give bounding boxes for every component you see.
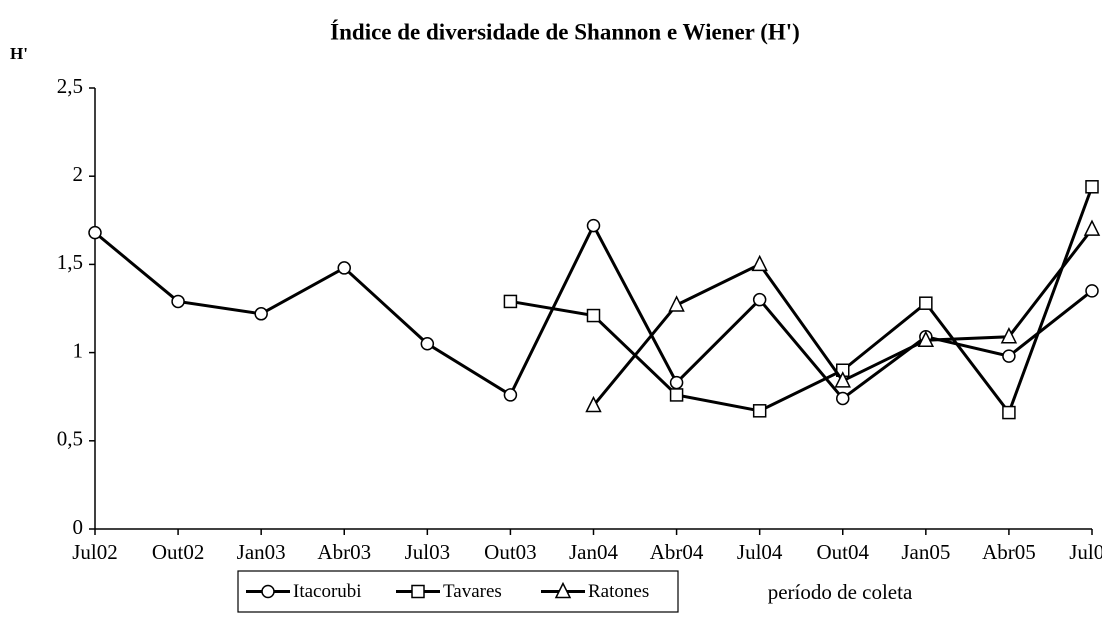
legend-label: Tavares [443,581,502,602]
legend-marker [554,581,572,599]
data-point [503,294,518,309]
legend-label: Ratones [588,581,649,602]
x-tick-label: Jan03 [237,540,286,564]
x-tick-label: Out03 [484,540,537,564]
data-point [254,307,268,321]
x-tick-label: Jul02 [72,540,118,564]
series-line [510,186,1094,416]
data-point [1083,219,1101,236]
x-tick-label: Out02 [152,540,205,564]
x-tick-label: Jul05 [1069,540,1102,564]
x-axis-label: período de coleta [768,580,913,604]
y-axis-label: H' [10,44,28,63]
y-tick-label: 1 [73,338,84,362]
data-point [1002,349,1016,363]
data-point [88,225,102,240]
data-point [1002,405,1016,420]
y-tick-label: 0,5 [57,427,83,451]
x-tick-label: Jan05 [901,540,950,564]
data-point [752,404,767,418]
data-point [668,295,685,312]
y-tick-label: 1,5 [57,250,83,274]
y-tick-label: 2 [73,162,84,186]
legend-label: Itacorubi [293,581,362,602]
data-point [751,254,768,272]
x-tick-label: Jul03 [405,540,451,564]
data-point [171,294,185,309]
data-point [919,296,933,310]
data-point [1000,327,1018,344]
data-point [669,388,684,402]
data-point [337,261,351,275]
data-point [1085,284,1099,298]
x-tick-label: Abr05 [982,540,1036,564]
data-point [836,391,850,406]
data-point [1085,180,1099,194]
legend-marker [261,584,275,599]
y-tick-label: 2,5 [57,74,83,98]
x-tick-label: Jan04 [569,540,618,564]
chart-title: Índice de diversidade de Shannon e Wiene… [330,19,800,44]
data-point [586,308,601,323]
data-point [752,292,767,307]
x-tick-label: Out04 [817,540,870,564]
data-point [669,375,684,390]
data-point [585,395,602,413]
data-point [917,330,935,348]
x-tick-label: Abr03 [317,540,371,564]
data-point [420,337,435,351]
data-point [586,218,601,233]
x-tick-label: Jul04 [737,540,783,564]
data-point [503,388,518,402]
y-tick-label: 0 [73,515,84,539]
data-point [834,371,851,388]
x-tick-label: Abr04 [650,540,704,564]
legend-marker [411,584,425,599]
legend-box [237,570,679,613]
